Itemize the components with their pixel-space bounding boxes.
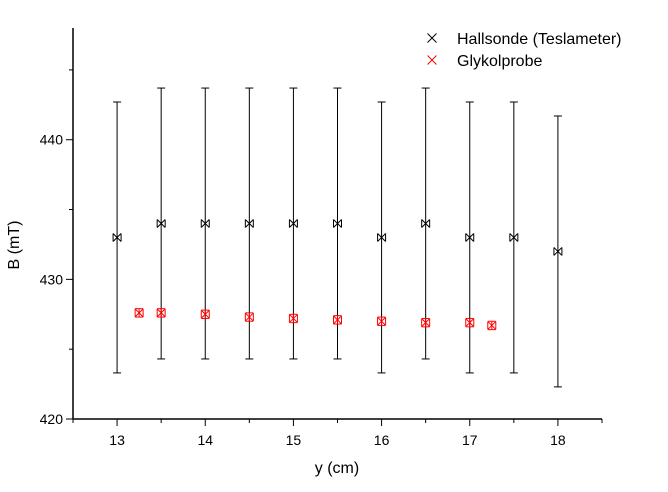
- legend: Hallsonde (Teslameter) Glykolprobe: [427, 31, 622, 70]
- x-tick-label: 15: [286, 432, 302, 448]
- series-0: [112, 87, 563, 388]
- data-point: [421, 219, 431, 228]
- y-axis-title: B (mT): [6, 221, 23, 270]
- marker-stroke: [244, 219, 254, 228]
- y-tick-label: 430: [40, 271, 64, 287]
- marker-stroke: [333, 219, 342, 228]
- x-tick-label: 17: [462, 432, 478, 448]
- marker-stroke: [487, 321, 497, 330]
- marker-stroke: [134, 308, 144, 318]
- data-point: [377, 316, 387, 326]
- marker-stroke: [421, 219, 431, 228]
- data-point: [288, 219, 298, 228]
- data-point: [200, 219, 210, 228]
- data-point: [333, 315, 342, 325]
- legend-item: Hallsonde (Teslameter): [427, 31, 622, 48]
- data-point: [465, 233, 475, 242]
- data-layer: [112, 87, 563, 388]
- x-tick-label: 18: [550, 432, 566, 448]
- legend-marker: [427, 33, 437, 43]
- legend-marker-stroke: [427, 55, 437, 65]
- x-tick-label: 16: [374, 432, 390, 448]
- data-point: [465, 318, 475, 327]
- marker-stroke: [333, 315, 342, 325]
- legend-marker-stroke: [427, 33, 437, 43]
- marker-stroke: [289, 219, 298, 228]
- y-tick-label: 440: [40, 132, 64, 148]
- y-tick-label: 420: [40, 411, 64, 427]
- marker-stroke: [465, 233, 475, 242]
- data-point: [200, 309, 210, 319]
- data-point: [333, 219, 342, 228]
- data-point: [487, 321, 497, 330]
- data-point: [421, 318, 431, 327]
- data-point: [244, 312, 254, 322]
- marker-stroke: [289, 314, 298, 323]
- data-point: [156, 219, 166, 228]
- data-point: [112, 233, 122, 242]
- data-point: [156, 308, 166, 318]
- marker-stroke: [200, 309, 210, 319]
- data-point: [288, 314, 298, 323]
- x-tick-label: 14: [197, 432, 213, 448]
- legend-item: Glykolprobe: [427, 53, 542, 70]
- data-point: [244, 219, 254, 228]
- ticks: 13 14 15 16 17 18 420 430 440: [40, 69, 603, 448]
- series-1: [134, 308, 497, 331]
- data-point: [134, 308, 144, 318]
- marker-stroke: [509, 233, 519, 242]
- marker-stroke: [156, 219, 166, 228]
- data-point: [553, 247, 563, 256]
- data-point: [509, 233, 519, 242]
- marker-stroke: [377, 233, 386, 242]
- x-tick-label: 13: [109, 432, 125, 448]
- marker-stroke: [156, 308, 166, 318]
- marker-stroke: [377, 316, 386, 326]
- legend-marker: [427, 55, 437, 65]
- data-point: [377, 233, 387, 242]
- legend-label: Glykolprobe: [457, 53, 542, 70]
- x-axis-title: y (cm): [315, 460, 359, 477]
- marker-stroke: [553, 247, 563, 256]
- legend-label: Hallsonde (Teslameter): [457, 31, 622, 48]
- marker-stroke: [244, 312, 254, 322]
- marker-stroke: [112, 233, 122, 242]
- marker-stroke: [200, 219, 210, 228]
- marker-stroke: [421, 318, 431, 327]
- marker-stroke: [465, 318, 475, 327]
